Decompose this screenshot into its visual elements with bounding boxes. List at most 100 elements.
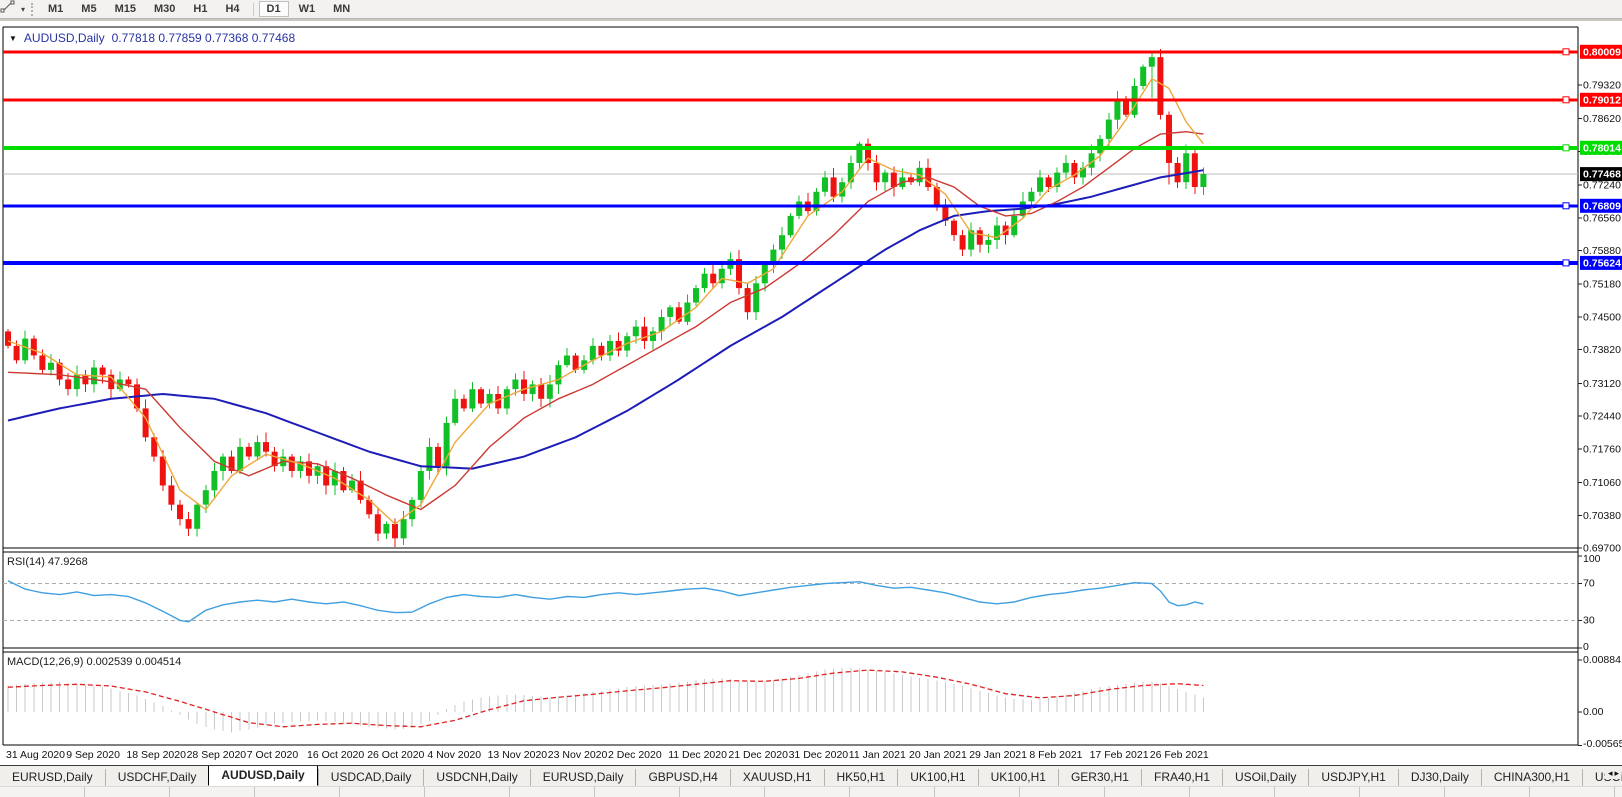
bottom-scroll-strip[interactable] [0, 786, 1622, 797]
toolbar-separator [252, 2, 254, 16]
chart-tab-hk50-h1[interactable]: HK50,H1 [823, 769, 898, 786]
svg-text:0.00: 0.00 [1583, 706, 1604, 718]
line-handle [1562, 96, 1570, 104]
svg-text:0.75180: 0.75180 [1583, 279, 1621, 291]
svg-text:9 Sep 2020: 9 Sep 2020 [66, 749, 120, 761]
chart-tab-bar: EURUSD,Daily USDCHF,Daily AUDUSD,Daily USDC… [0, 765, 1622, 786]
svg-text:31 Aug 2020: 31 Aug 2020 [6, 749, 65, 761]
trendline-tool-icon[interactable] [0, 0, 21, 16]
macd-panel: 0.00884 0.00 -0.005651 [7, 654, 1622, 750]
svg-text:0.77240: 0.77240 [1583, 180, 1621, 192]
toolbar-grip[interactable] [31, 2, 34, 16]
svg-text:7 Oct 2020: 7 Oct 2020 [247, 749, 299, 761]
horizontal-level-lines[interactable] [3, 48, 1578, 267]
chart-tab-audusd-daily[interactable]: AUDUSD,Daily [208, 766, 318, 786]
chart-tab-uk100-h1[interactable]: UK100,H1 [897, 769, 977, 786]
svg-text:26 Oct 2020: 26 Oct 2020 [367, 749, 424, 761]
svg-text:0.73820: 0.73820 [1583, 344, 1621, 356]
chart-tab-usdchf-daily[interactable]: USDCHF,Daily [104, 769, 209, 786]
svg-text:0.75880: 0.75880 [1583, 245, 1621, 257]
timeframe-d1-button[interactable]: D1 [258, 1, 289, 17]
svg-text:4 Nov 2020: 4 Nov 2020 [427, 749, 481, 761]
svg-text:20 Jan 2021: 20 Jan 2021 [909, 749, 967, 761]
svg-text:0.78620: 0.78620 [1583, 113, 1621, 125]
chart-tab-dj30-daily[interactable]: DJ30,Daily [1397, 769, 1481, 786]
svg-text:0.76809: 0.76809 [1583, 200, 1621, 212]
svg-text:26 Feb 2021: 26 Feb 2021 [1150, 749, 1209, 761]
timeframe-m30-button[interactable]: M30 [153, 3, 176, 15]
svg-text:100: 100 [1583, 553, 1601, 565]
svg-text:23 Nov 2020: 23 Nov 2020 [548, 749, 608, 761]
chart-tab-usdcad-daily[interactable]: USDCAD,Daily [317, 769, 424, 786]
svg-text:70: 70 [1583, 578, 1595, 590]
svg-text:30: 30 [1583, 614, 1595, 626]
line-handle [1562, 144, 1570, 152]
svg-text:0.70380: 0.70380 [1583, 510, 1621, 522]
timeframe-m1-button[interactable]: M1 [48, 3, 64, 15]
chart-tab-gbpusd-h4[interactable]: GBPUSD,H4 [635, 769, 729, 786]
svg-text:0.76560: 0.76560 [1583, 212, 1621, 224]
svg-text:18 Sep 2020: 18 Sep 2020 [126, 749, 186, 761]
panel-borders [2, 26, 1579, 746]
svg-text:0.00884: 0.00884 [1583, 654, 1621, 666]
svg-text:8 Feb 2021: 8 Feb 2021 [1029, 749, 1082, 761]
svg-text:11 Jan 2021: 11 Jan 2021 [849, 749, 906, 761]
line-handle [1562, 48, 1570, 56]
time-axis[interactable]: 31 Aug 2020 9 Sep 2020 18 Sep 2020 28 Sep 2… [6, 749, 1209, 761]
chart-tab-eurusd-daily[interactable]: EURUSD,Daily [12, 770, 93, 784]
svg-text:21 Dec 2020: 21 Dec 2020 [728, 749, 788, 761]
collapse-triangle-icon[interactable]: ▼ [9, 33, 17, 43]
svg-text:0.71760: 0.71760 [1583, 443, 1621, 455]
candles-layer [5, 49, 1207, 548]
line-handle [1562, 259, 1570, 267]
timeframe-mn-button[interactable]: MN [333, 3, 351, 15]
timeframe-w1-button[interactable]: W1 [298, 3, 316, 15]
chart-tab-ger30-h1[interactable]: GER30,H1 [1057, 769, 1141, 786]
svg-text:2 Dec 2020: 2 Dec 2020 [608, 749, 662, 761]
svg-text:0.72440: 0.72440 [1583, 411, 1621, 423]
chart-tab-usoil-daily[interactable]: USOil,Daily [1222, 769, 1308, 786]
price-axis[interactable]: 0.793200.786200.779400.772400.765600.758… [1578, 44, 1622, 555]
svg-text:0.79012: 0.79012 [1583, 94, 1621, 106]
svg-text:16 Oct 2020: 16 Oct 2020 [307, 749, 364, 761]
svg-text:0.75624: 0.75624 [1583, 257, 1621, 269]
tab-scroll-right-icon[interactable]: ▸ [1614, 768, 1621, 778]
svg-text:0: 0 [1583, 641, 1589, 653]
svg-text:0.80009: 0.80009 [1583, 46, 1621, 58]
rsi-indicator-label: RSI(14) 47.9268 [7, 556, 88, 568]
symbol-period-label: AUDUSD,Daily [23, 31, 105, 45]
svg-text:11 Dec 2020: 11 Dec 2020 [668, 749, 727, 761]
timeframe-m5-button[interactable]: M5 [81, 3, 97, 15]
timeframe-h1-button[interactable]: H1 [193, 3, 208, 15]
chart-tab-china300-h1[interactable]: CHINA300,H1 [1480, 769, 1582, 786]
svg-text:17 Feb 2021: 17 Feb 2021 [1090, 749, 1149, 761]
ohlc-values: 0.77818 0.77859 0.77368 0.77468 [111, 31, 296, 45]
svg-text:0.77468: 0.77468 [1583, 169, 1621, 181]
chart-tab-usdjpy-h1[interactable]: USDJPY,H1 [1308, 769, 1397, 786]
svg-text:0.78014: 0.78014 [1583, 142, 1621, 154]
tool-dropdown-caret-icon[interactable]: ▾ [21, 4, 26, 14]
svg-text:0.69700: 0.69700 [1583, 543, 1621, 555]
svg-text:31 Dec 2020: 31 Dec 2020 [789, 749, 849, 761]
tab-scroll-left-icon[interactable]: ◂ [1607, 768, 1615, 778]
tab-scroll-arrows: ◂▸ [1604, 768, 1621, 779]
svg-text:0.71060: 0.71060 [1583, 477, 1621, 489]
svg-text:0.73120: 0.73120 [1583, 378, 1621, 390]
chart-tab-fra40-h1[interactable]: FRA40,H1 [1140, 769, 1222, 786]
svg-text:-0.005651: -0.005651 [1583, 738, 1622, 750]
chart-tab-xauusd-h1[interactable]: XAUUSD,H1 [729, 769, 824, 786]
line-handle [1562, 202, 1570, 210]
timeframe-m15-button[interactable]: M15 [114, 3, 136, 15]
chart-tab-eurusd-daily[interactable]: EURUSD,Daily [529, 769, 636, 786]
chart-title: ▼ AUDUSD,Daily 0.77818 0.77859 0.77368 0… [9, 31, 295, 45]
timeframe-h4-button[interactable]: H4 [225, 3, 240, 15]
svg-text:28 Sep 2020: 28 Sep 2020 [187, 749, 247, 761]
svg-text:13 Nov 2020: 13 Nov 2020 [488, 749, 548, 761]
chart-tab-usdcnh-daily[interactable]: USDCNH,Daily [423, 769, 529, 786]
periods-toolbar: ▾ M1 M5 M15 M30 H1 H4 D1 W1 MN [0, 0, 1622, 21]
svg-text:29 Jan 2021: 29 Jan 2021 [969, 749, 1027, 761]
macd-indicator-label: MACD(12,26,9) 0.002539 0.004514 [7, 656, 182, 668]
chart-tab-uk100-h1[interactable]: UK100,H1 [977, 769, 1058, 786]
